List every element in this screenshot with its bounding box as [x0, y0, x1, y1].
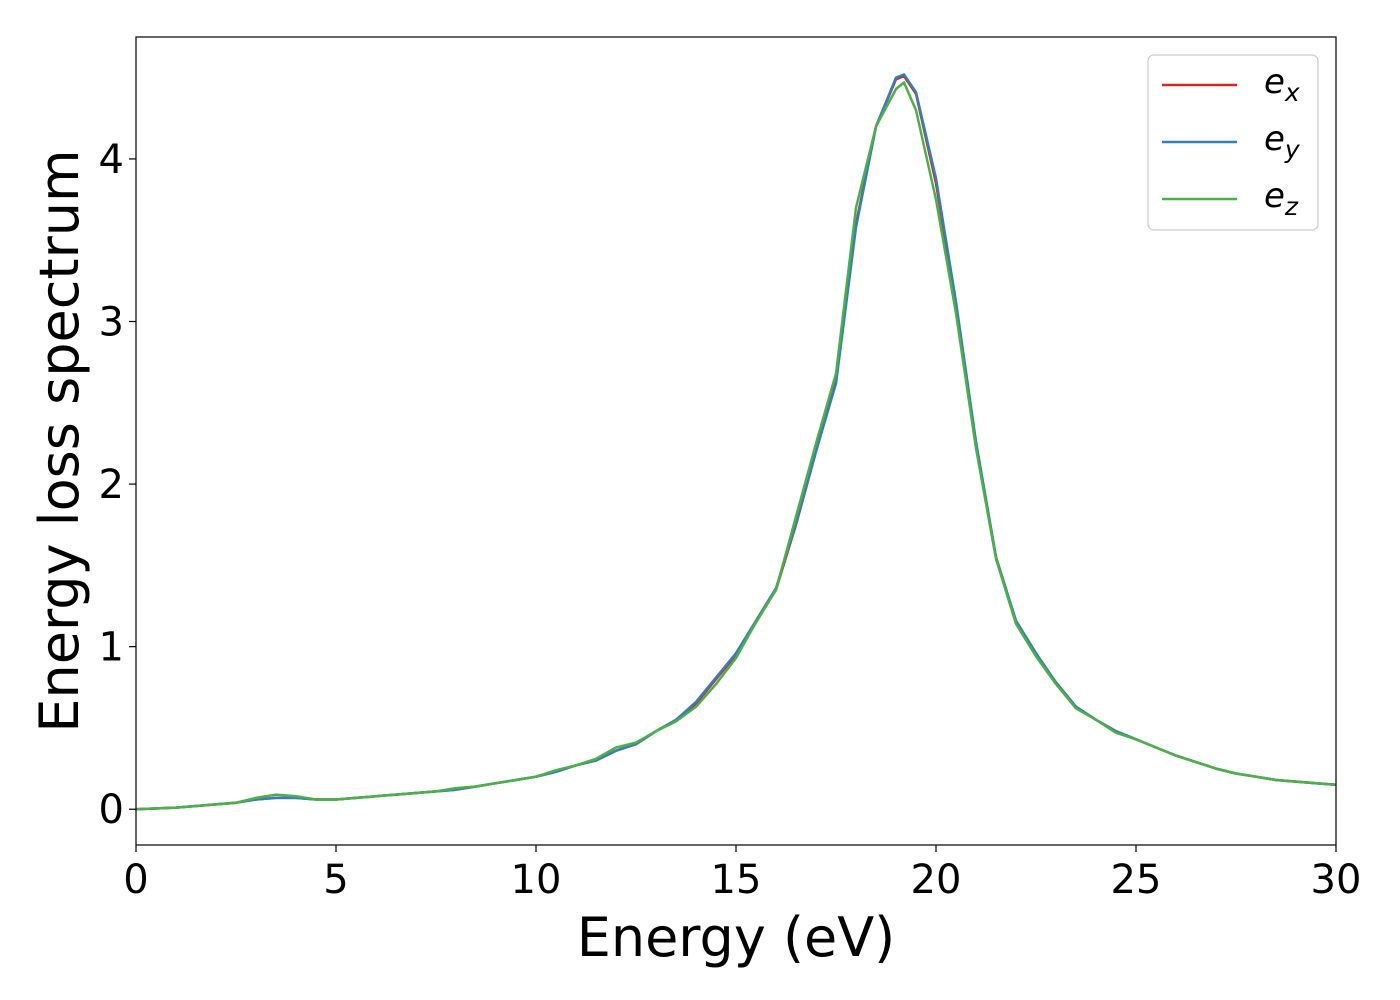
series-line-ez — [135, 81, 1337, 811]
legend-item-ey: ey — [1162, 119, 1301, 164]
legend-label-ex: ex — [1264, 62, 1300, 107]
legend-item-ez: ez — [1162, 176, 1299, 221]
x-tick-label: 5 — [323, 857, 348, 903]
y-axis-label: Energy loss spectrum — [28, 149, 91, 732]
y-tick-label: 2 — [99, 462, 124, 508]
x-tick-label: 25 — [1111, 857, 1162, 903]
x-tick-label: 30 — [1311, 857, 1362, 903]
x-tick-label: 15 — [711, 857, 762, 903]
x-tick-label: 10 — [511, 857, 562, 903]
legend-label-ez: ez — [1264, 176, 1299, 221]
plot-area — [135, 73, 1337, 811]
x-tick-label: 0 — [123, 857, 148, 903]
y-tick-label: 0 — [99, 787, 124, 833]
y-axis-ticks: 0 1 2 3 4 — [99, 137, 136, 833]
y-tick-label: 3 — [99, 300, 124, 346]
x-axis-label: Energy (eV) — [577, 906, 896, 969]
x-axis-ticks: 0 5 10 15 20 25 30 — [123, 845, 1361, 903]
legend-label-ey: ey — [1264, 119, 1301, 164]
legend-item-ex: ex — [1162, 62, 1300, 107]
legend: ex ey ez — [1147, 54, 1319, 231]
x-tick-label: 20 — [911, 857, 962, 903]
y-tick-label: 4 — [99, 137, 124, 183]
y-tick-label: 1 — [99, 625, 124, 671]
